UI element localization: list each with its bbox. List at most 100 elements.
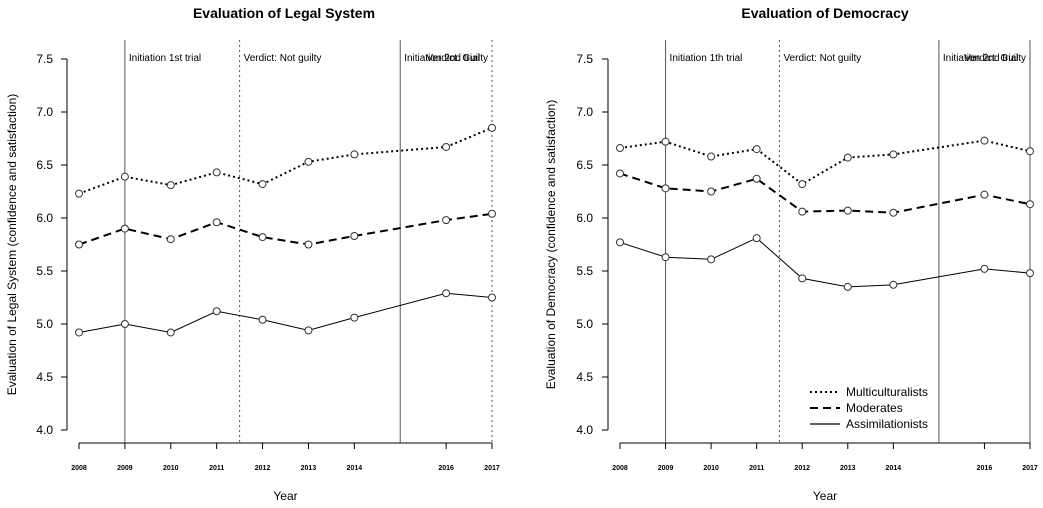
chart1-y-tick-label: 7.5 (36, 52, 53, 66)
chart2-y-tick-label: 5.5 (576, 264, 593, 278)
chart1-series-line-assimilationists (78, 292, 493, 334)
chart2-data-point-multiculturalists (1026, 147, 1034, 156)
chart2-data-point-moderates (1026, 200, 1034, 209)
chart2-y-tick-label: 7.0 (576, 105, 593, 119)
chart1-event-label: Initiation 1st trial (129, 53, 201, 64)
chart2-x-tick-label: 2009 (658, 465, 674, 472)
chart1-data-point-assimilationists (258, 315, 267, 324)
chart2-y-tick-label: 7.5 (576, 52, 593, 66)
chart2-y-tick-label: 4.5 (576, 370, 593, 384)
chart1-x-tick-label: 2010 (163, 465, 179, 472)
chart1-data-point-multiculturalists (488, 123, 496, 132)
chart1-data-point-multiculturalists (442, 142, 451, 151)
chart1-data-point-multiculturalists (166, 181, 175, 190)
chart2-data-point-assimilationists (1026, 269, 1034, 278)
chart1-y-tick-label: 6.0 (36, 211, 53, 225)
chart2-x-tick-label: 2012 (794, 465, 810, 472)
chart2-data-point-multiculturalists (843, 153, 852, 162)
chart2-data-point-multiculturalists (980, 136, 989, 145)
chart1-series-line-moderates (78, 212, 493, 246)
chart2-title: Evaluation of Democracy (741, 5, 908, 21)
chart2-data-point-assimilationists (843, 282, 852, 291)
chart2-data-point-assimilationists (661, 253, 670, 262)
chart2-series-line-moderates (619, 172, 1031, 214)
chart2-x-tick-label: 2017 (1022, 465, 1038, 472)
chart2-data-point-assimilationists (707, 255, 716, 264)
chart2-x-tick-label: 2014 (886, 465, 902, 472)
chart1-data-point-assimilationists (75, 328, 83, 337)
chart2-data-point-moderates (661, 184, 670, 193)
chart2-data-point-moderates (980, 190, 989, 199)
chart1-data-point-assimilationists (442, 289, 451, 298)
chart2-event-label: Verdict: Not guilty (783, 53, 861, 64)
chart1-data-point-assimilationists (212, 307, 221, 316)
chart1-x-tick-label: 2008 (71, 465, 87, 472)
chart1-data-point-moderates (488, 209, 496, 218)
chart1-event-label: Verdict: Not guilty (244, 53, 322, 64)
chart1-data-point-assimilationists (166, 328, 175, 337)
chart2-x-tick-label: 2008 (612, 465, 628, 472)
chart2-data-point-assimilationists (616, 238, 624, 247)
chart2-event-label: Initiation 1th trial (670, 53, 743, 64)
chart1-x-tick-label: 2016 (438, 465, 454, 472)
chart1-y-tick-label: 7.0 (36, 105, 53, 119)
chart1-data-point-multiculturalists (304, 157, 313, 166)
chart2-data-point-moderates (707, 187, 716, 196)
chart1-data-point-assimilationists (488, 293, 496, 302)
chart1-data-point-moderates (75, 240, 83, 249)
chart2-data-point-multiculturalists (616, 144, 624, 153)
chart2-data-point-multiculturalists (707, 152, 716, 161)
chart2-data-point-assimilationists (889, 280, 898, 289)
chart2-data-point-multiculturalists (889, 150, 898, 159)
chart1-data-point-assimilationists (350, 313, 359, 322)
chart2-y-tick-label: 6.5 (576, 158, 593, 172)
chart2-x-tick-label: 2011 (749, 465, 764, 472)
chart1-data-point-multiculturalists (120, 172, 129, 181)
chart1-data-point-multiculturalists (212, 168, 221, 177)
chart1-data-point-moderates (120, 224, 129, 233)
chart2-x-tick-label: 2016 (977, 465, 993, 472)
chart1-y-axis-label: Evaluation of Legal System (confidence a… (5, 94, 19, 396)
chart2-x-tick-label: 2010 (703, 465, 719, 472)
chart2-event-label: Verdict: Guilty (964, 53, 1026, 64)
chart2-data-point-moderates (752, 174, 761, 183)
chart1-data-point-moderates (304, 240, 313, 249)
chart2-y-tick-label: 6.0 (576, 211, 593, 225)
chart1-data-point-multiculturalists (75, 189, 83, 198)
chart1-event-label: Verdict: Guilty (426, 53, 488, 64)
chart2-legend-label: Multiculturalists (846, 385, 928, 399)
chart2-x-axis-label: Year (813, 489, 837, 503)
chart1-x-tick-label: 2013 (301, 465, 317, 472)
chart2-y-axis-label: Evaluation of Democracy (confidence and … (544, 100, 558, 389)
chart1-data-point-moderates (350, 232, 359, 241)
chart1-x-tick-label: 2009 (117, 465, 133, 472)
chart2-event-label: Initiation 2nd trial (943, 53, 1019, 64)
chart2-data-point-moderates (889, 208, 898, 217)
chart1-y-tick-label: 4.0 (36, 423, 53, 437)
chart1-data-point-moderates (166, 235, 175, 244)
chart1-data-point-moderates (258, 233, 267, 242)
chart2-series-line-multiculturalists (619, 139, 1031, 186)
chart1-x-tick-label: 2017 (484, 465, 500, 472)
chart2-data-point-assimilationists (752, 234, 761, 243)
chart1-x-tick-label: 2012 (255, 465, 271, 472)
chart2-data-point-multiculturalists (661, 137, 670, 146)
chart1-data-point-moderates (212, 218, 221, 227)
chart1-y-tick-label: 4.5 (36, 370, 53, 384)
chart1-data-point-assimilationists (304, 326, 313, 335)
chart2-y-tick-label: 4.0 (576, 423, 593, 437)
chart1-x-tick-label: 2011 (209, 465, 224, 472)
chart1-y-tick-label: 5.0 (36, 317, 53, 331)
chart2-data-point-assimilationists (798, 274, 807, 283)
chart1-data-point-multiculturalists (350, 150, 359, 159)
chart2-data-point-moderates (616, 169, 624, 178)
chart1-y-tick-label: 5.5 (36, 264, 53, 278)
chart2-y-tick-label: 5.0 (576, 317, 593, 331)
chart1-series-line-multiculturalists (78, 126, 493, 195)
chart2-series-line-assimilationists (619, 237, 1031, 288)
chart2-legend-label: Moderates (846, 401, 903, 415)
chart1-y-tick-label: 6.5 (36, 158, 53, 172)
chart1-data-point-multiculturalists (258, 180, 267, 189)
